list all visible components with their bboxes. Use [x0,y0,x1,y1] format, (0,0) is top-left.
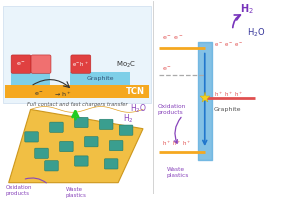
Text: Waste
plastics: Waste plastics [167,167,189,178]
Text: e$^-$: e$^-$ [16,60,26,68]
Bar [70,72,130,85]
FancyBboxPatch shape [99,119,113,129]
Polygon shape [9,109,143,183]
FancyBboxPatch shape [11,55,31,73]
FancyBboxPatch shape [35,148,48,158]
Text: Oxidation
products: Oxidation products [158,104,186,115]
FancyBboxPatch shape [75,156,88,166]
Bar [3,6,151,103]
Text: H$_2$O: H$_2$O [129,103,147,115]
Text: Waste
plastics: Waste plastics [65,187,86,198]
Bar [11,72,50,85]
FancyBboxPatch shape [110,140,123,151]
Text: e$^-$ e$^-$: e$^-$ e$^-$ [162,34,183,42]
FancyBboxPatch shape [104,159,118,169]
Text: Graphite: Graphite [214,107,241,112]
FancyBboxPatch shape [45,161,58,171]
Text: e$^-$: e$^-$ [162,65,172,73]
Text: Mo$_2$C: Mo$_2$C [116,60,136,70]
Text: H$_2$O: H$_2$O [247,26,266,39]
Bar [5,85,149,98]
Text: Graphite: Graphite [87,76,114,81]
FancyBboxPatch shape [84,137,98,147]
Text: Full contact and fast chargers transfer: Full contact and fast chargers transfer [27,102,127,107]
Text: → h$^+$: → h$^+$ [54,91,71,99]
FancyBboxPatch shape [60,141,73,152]
FancyBboxPatch shape [71,55,91,73]
FancyBboxPatch shape [75,117,88,128]
Text: h$^+$ h$^+$ h$^+$: h$^+$ h$^+$ h$^+$ [162,139,192,148]
FancyBboxPatch shape [119,125,133,135]
Text: e$^-$h$^+$: e$^-$h$^+$ [73,60,89,69]
FancyBboxPatch shape [50,122,63,132]
FancyBboxPatch shape [25,132,38,142]
Text: H$_2$: H$_2$ [123,112,133,125]
FancyBboxPatch shape [31,55,51,73]
Text: e$^-$: e$^-$ [34,90,43,98]
Text: Oxidation
products: Oxidation products [6,185,32,196]
Text: TCN: TCN [126,87,145,96]
Text: e$^-$ e$^-$ e$^-$: e$^-$ e$^-$ e$^-$ [214,41,243,49]
Text: H$_2$: H$_2$ [240,2,253,16]
Text: h$^+$ h$^+$ h$^+$: h$^+$ h$^+$ h$^+$ [214,91,243,99]
